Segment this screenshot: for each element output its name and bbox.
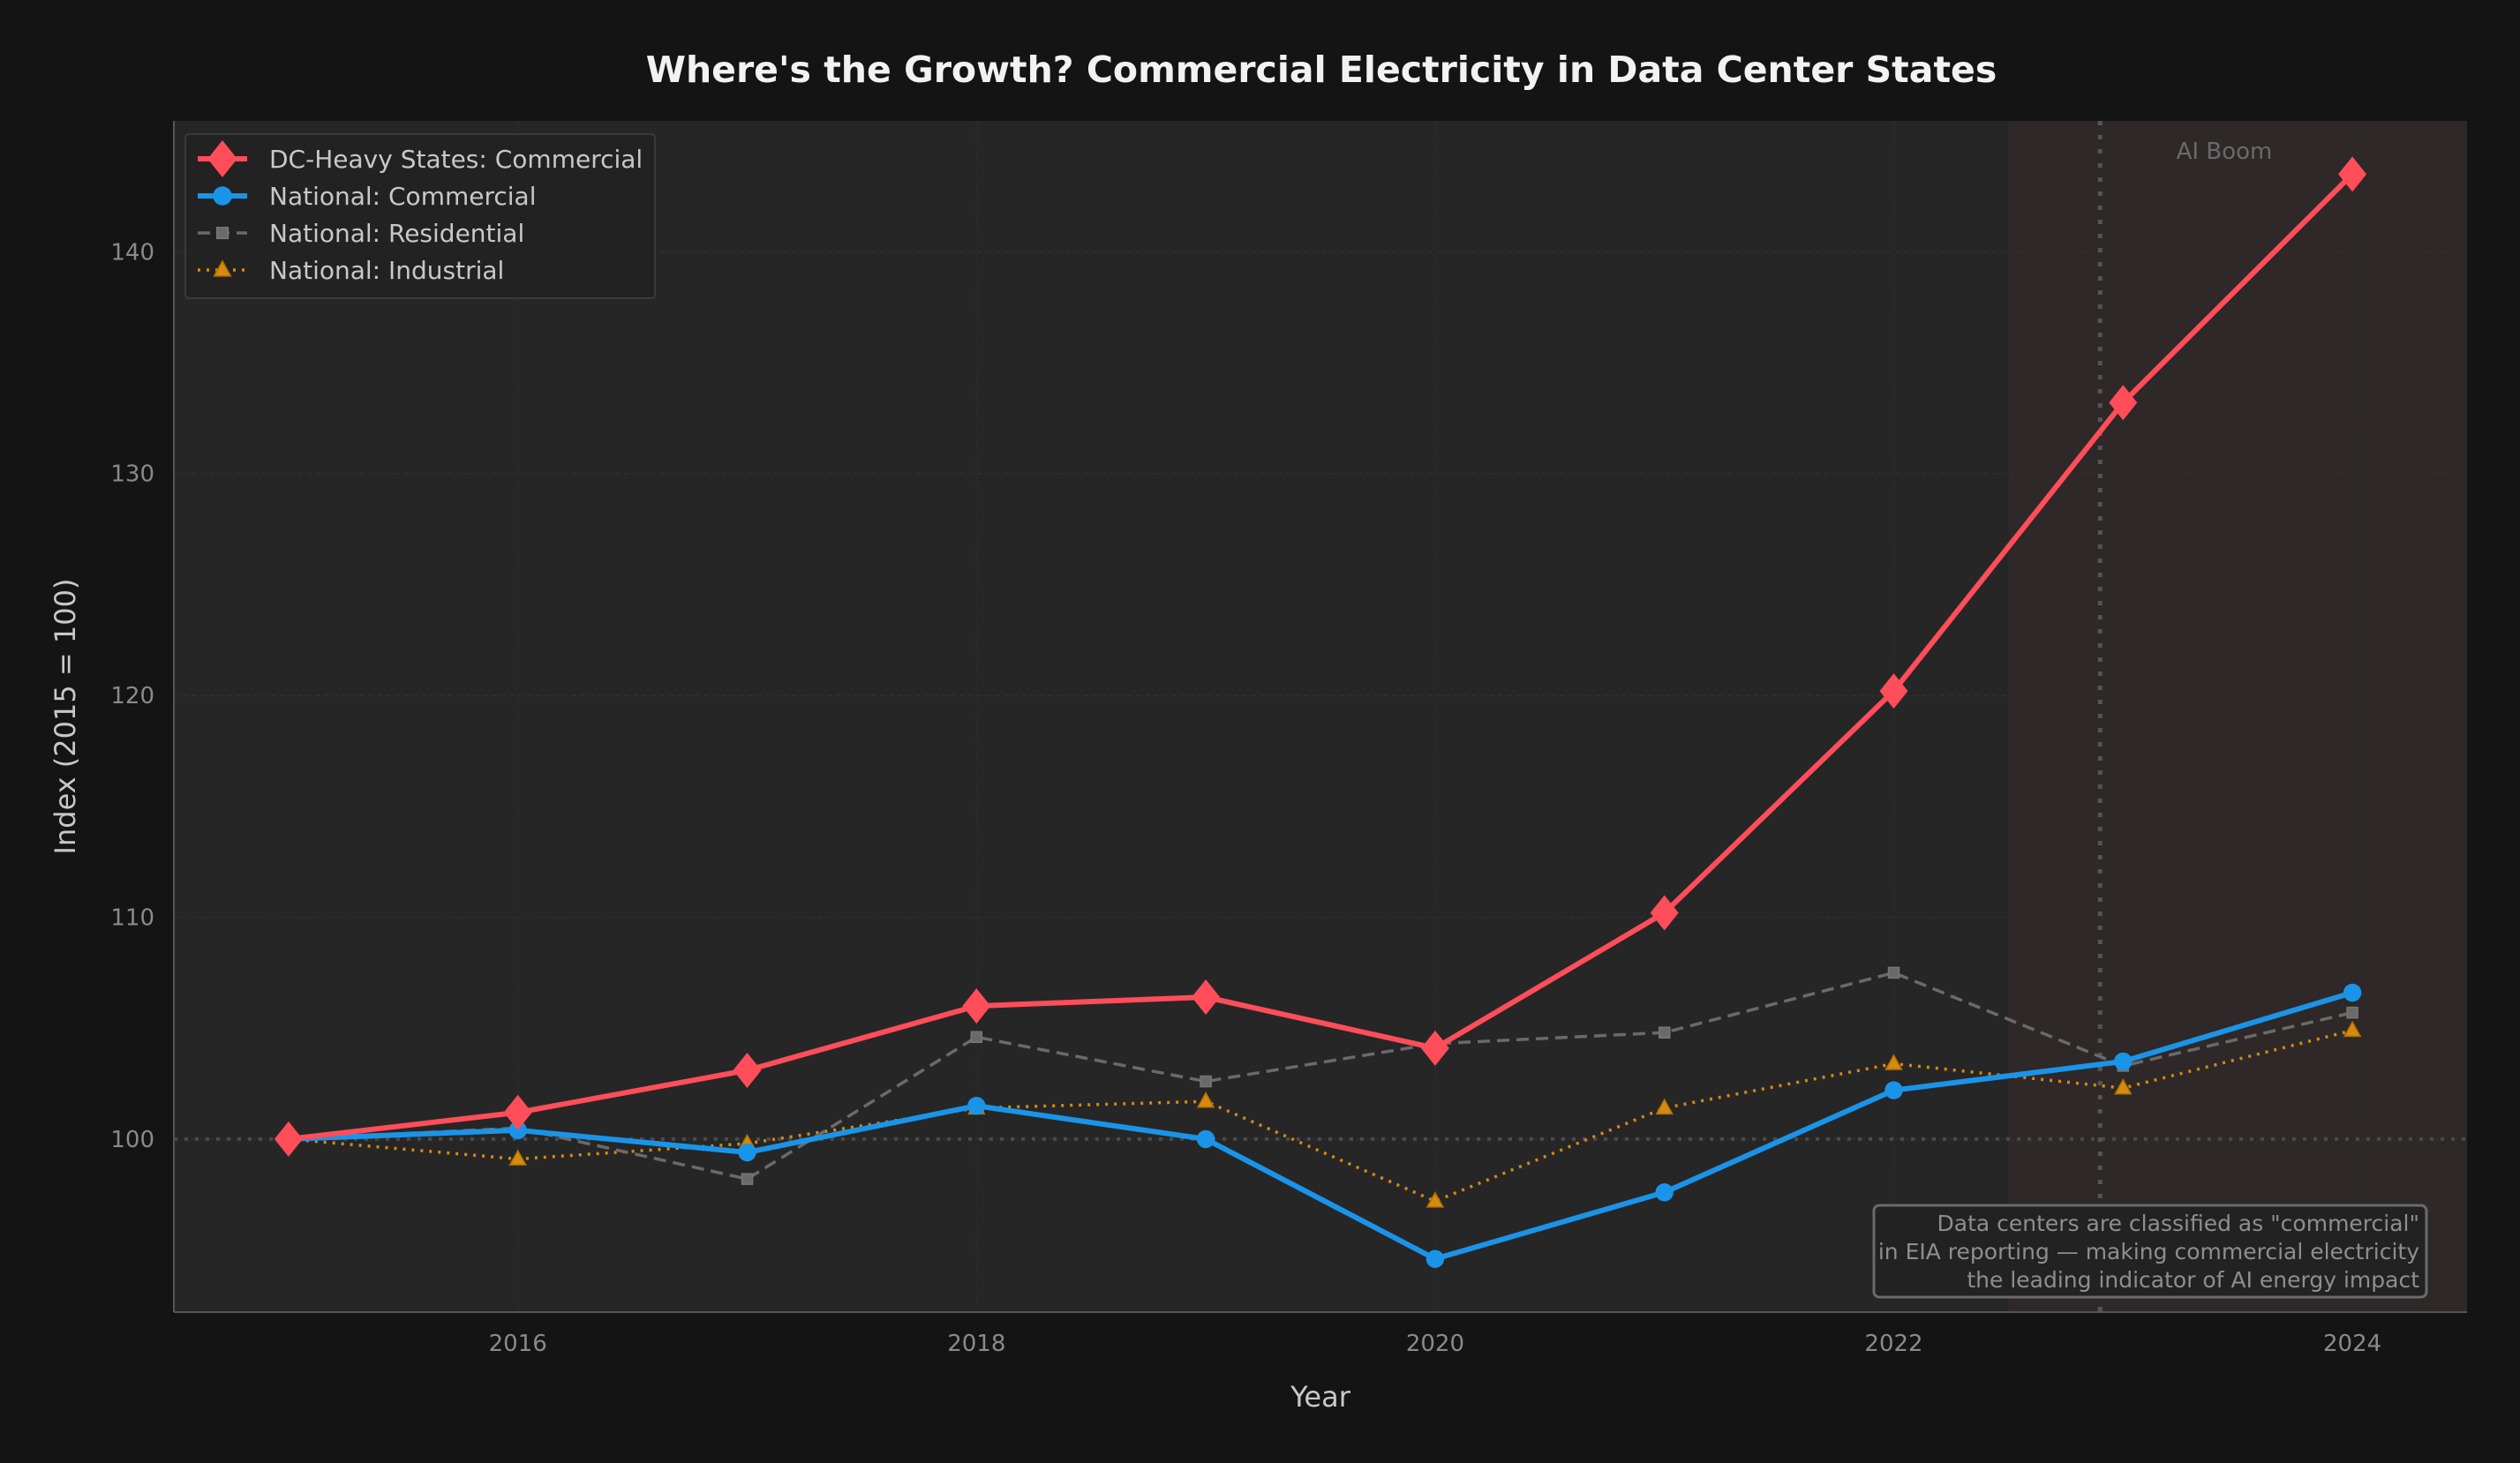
series-line <box>288 971 2353 1181</box>
data-point <box>1425 1191 1445 1208</box>
data-point <box>2114 1052 2133 1071</box>
data-point <box>2343 1020 2362 1038</box>
data-point <box>508 1149 527 1166</box>
series-line <box>288 172 2355 1142</box>
y-tick-label: 120 <box>110 683 154 709</box>
data-point <box>1650 895 1679 931</box>
x-tick-label: 2024 <box>2323 1331 2381 1357</box>
legend-label: National: Commercial <box>269 182 536 211</box>
legend-item: National: Commercial <box>198 182 536 211</box>
x-tick-label: 2018 <box>947 1331 1005 1357</box>
data-point <box>2338 156 2367 192</box>
data-point <box>2114 1077 2133 1095</box>
annotation-line: the leading indicator of AI energy impac… <box>1967 1267 2419 1293</box>
x-axis-label: Year <box>1290 1380 1351 1414</box>
data-point <box>274 1121 303 1157</box>
x-tick-label: 2016 <box>489 1331 547 1357</box>
highlight-region <box>2008 121 2467 1312</box>
data-point <box>967 1097 986 1115</box>
data-point <box>1196 1092 1215 1108</box>
data-point <box>1879 673 1908 709</box>
annotation-frame <box>1872 1204 2428 1299</box>
x-tick-label: 2022 <box>1864 1331 1922 1357</box>
annotation-box: Data centers are classified as "commerci… <box>1872 1204 2428 1299</box>
data-point <box>741 1173 754 1185</box>
x-tick-label: 2020 <box>1406 1331 1464 1357</box>
legend-label: National: Residential <box>269 219 524 248</box>
legend-marker-square-icon <box>215 226 229 240</box>
chart-title: Where's the Growth? Commercial Electrici… <box>646 49 1997 91</box>
series-dc-heavy-states-commercial <box>274 156 2367 1157</box>
legend-marker-triangle-icon <box>213 259 232 277</box>
data-point <box>1192 979 1221 1016</box>
data-point <box>1884 1054 1903 1070</box>
y-tick-label: 100 <box>110 1127 154 1153</box>
annotation-line: in EIA reporting — making commercial ele… <box>1878 1239 2419 1264</box>
data-point <box>1887 966 1900 979</box>
data-point <box>503 1094 532 1130</box>
legend: DC-Heavy States: Commercial National: Com… <box>184 133 656 299</box>
data-point <box>1655 1098 1674 1115</box>
data-point <box>1196 1129 1215 1149</box>
data-point <box>2109 385 2138 421</box>
legend-item: National: Residential <box>198 219 524 248</box>
data-point <box>1658 1026 1671 1039</box>
y-tick-label: 130 <box>110 461 154 488</box>
data-point <box>2343 983 2362 1002</box>
data-point <box>970 1031 983 1044</box>
legend-marker-circle-icon <box>213 186 232 206</box>
data-point <box>1655 1183 1674 1202</box>
legend-item: National: Industrial <box>198 256 504 285</box>
series-line <box>288 990 2353 1262</box>
data-point <box>508 1121 527 1140</box>
y-tick-label: 140 <box>110 239 154 266</box>
data-point <box>962 988 991 1024</box>
data-point <box>1200 1075 1212 1088</box>
data-point <box>733 1052 762 1088</box>
data-point <box>738 1143 756 1162</box>
y-tick-label: 110 <box>110 905 154 932</box>
data-point <box>1420 1030 1449 1066</box>
legend-marker-diamond-icon <box>207 140 237 177</box>
legend-label: DC-Heavy States: Commercial <box>269 145 643 174</box>
y-axis-label: Index (2015 = 100) <box>49 579 82 855</box>
annotation-line: Data centers are classified as "commerci… <box>1937 1211 2419 1236</box>
data-point <box>1884 1081 1903 1099</box>
data-point <box>1425 1249 1445 1268</box>
legend-frame <box>184 133 656 299</box>
legend-label: National: Industrial <box>269 256 504 285</box>
highlight-label: AI Boom <box>2177 139 2273 165</box>
series-line <box>288 1029 2353 1204</box>
legend-item: DC-Heavy States: Commercial <box>198 140 643 177</box>
data-point <box>2346 1006 2358 1019</box>
